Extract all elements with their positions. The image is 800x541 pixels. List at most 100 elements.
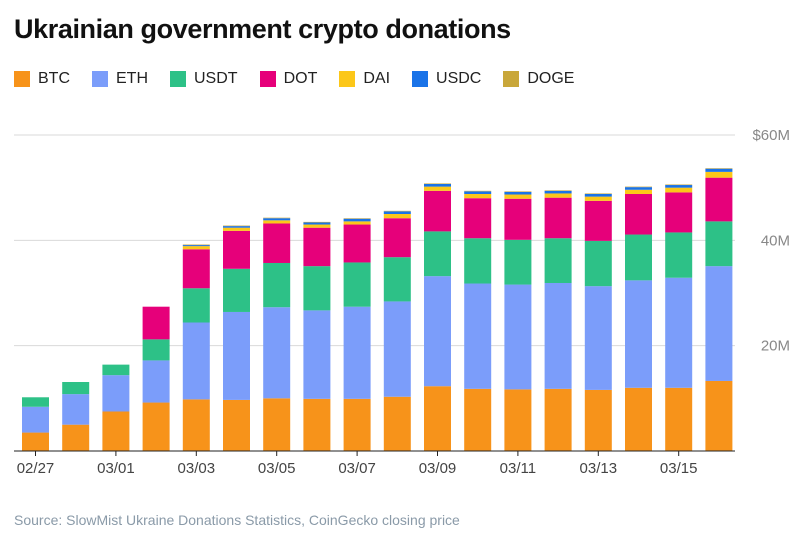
bar-btc-03-11 xyxy=(504,389,532,451)
bar-dai-03-16 xyxy=(705,171,733,178)
legend-label-dai: DAI xyxy=(363,70,391,87)
bar-eth-03-14 xyxy=(625,280,652,388)
bar-usdt-03-01 xyxy=(102,364,130,376)
legend-swatch-eth xyxy=(92,71,108,87)
bar-usdc-03-14 xyxy=(625,187,652,190)
bar-eth-03-05 xyxy=(263,307,291,399)
x-tick-label: 03/15 xyxy=(660,460,698,477)
bar-doge-03-16 xyxy=(705,168,733,169)
legend-label-btc: BTC xyxy=(38,70,70,87)
bar-dai-03-15 xyxy=(665,187,693,193)
bar-btc-03-07 xyxy=(343,398,371,451)
bar-doge-03-06 xyxy=(303,221,331,223)
bar-dot-03-15 xyxy=(665,192,693,233)
x-tick-label: 03/05 xyxy=(258,460,296,477)
bar-eth-03-12 xyxy=(544,282,572,389)
bar-eth-03-02 xyxy=(142,360,170,403)
bar-doge-03-14 xyxy=(625,186,652,188)
bar-usdc-03-15 xyxy=(665,185,693,188)
bar-dai-03-09 xyxy=(424,186,451,191)
bar-doge-03-05 xyxy=(263,217,291,219)
legend-swatch-dai xyxy=(339,71,356,87)
bar-usdt-03-14 xyxy=(625,234,652,281)
bar-usdt-03-03 xyxy=(182,288,210,323)
legend-item-dot: DOT xyxy=(259,70,318,88)
bar-eth-03-10 xyxy=(464,283,492,389)
bar-usdt-03-11 xyxy=(504,239,532,285)
bar-usdt-02-27 xyxy=(22,397,49,407)
bar-btc-03-10 xyxy=(464,388,492,451)
bar-dot-03-07 xyxy=(343,224,371,263)
bar-eth-03-01 xyxy=(102,375,130,412)
bar-btc-03-15 xyxy=(665,387,693,451)
bar-usdc-03-06 xyxy=(303,222,331,225)
bar-usdt-02-28 xyxy=(62,382,90,395)
legend-label-dot: DOT xyxy=(283,70,318,87)
bar-eth-02-27 xyxy=(22,406,49,433)
bar-doge-03-08 xyxy=(383,210,411,212)
bar-usdt-03-12 xyxy=(544,238,572,283)
bar-dot-03-11 xyxy=(504,198,532,240)
bar-btc-03-02 xyxy=(142,402,170,451)
legend-label-usdc: USDC xyxy=(436,70,482,87)
bar-dot-03-16 xyxy=(705,177,733,222)
bar-eth-02-28 xyxy=(62,394,90,425)
x-tick-label: 03/09 xyxy=(419,460,457,477)
bar-dot-03-10 xyxy=(464,198,492,239)
legend-swatch-btc xyxy=(14,71,30,87)
bar-eth-03-15 xyxy=(665,277,693,388)
bar-usdt-03-02 xyxy=(142,339,170,361)
bar-btc-03-12 xyxy=(544,388,572,451)
bar-doge-03-15 xyxy=(665,184,693,186)
bar-usdc-03-08 xyxy=(383,211,411,214)
source-note: Source: SlowMist Ukraine Donations Stati… xyxy=(14,512,460,528)
legend-item-usdt: USDT xyxy=(170,70,238,88)
bar-usdc-03-11 xyxy=(504,191,532,195)
bar-usdt-03-10 xyxy=(464,238,492,284)
legend-item-doge: DOGE xyxy=(503,70,574,88)
bar-dai-03-08 xyxy=(383,214,411,219)
x-tick-label: 03/13 xyxy=(580,460,618,477)
bar-usdt-03-05 xyxy=(263,262,291,308)
bar-usdt-03-07 xyxy=(343,262,371,307)
bar-usdc-03-13 xyxy=(584,193,612,197)
bar-dai-03-13 xyxy=(584,196,612,201)
bar-dot-03-05 xyxy=(263,223,291,263)
bar-btc-03-16 xyxy=(705,380,733,451)
legend-item-usdc: USDC xyxy=(412,70,481,88)
bar-btc-03-05 xyxy=(263,398,291,451)
bar-usdt-03-16 xyxy=(705,221,733,267)
legend-label-eth: ETH xyxy=(116,70,148,87)
bar-eth-03-11 xyxy=(504,284,532,390)
legend-item-eth: ETH xyxy=(92,70,148,88)
bar-doge-03-13 xyxy=(584,193,612,194)
bar-dai-03-05 xyxy=(263,220,291,224)
bar-dot-03-13 xyxy=(584,200,612,241)
bar-usdc-03-05 xyxy=(263,218,291,221)
bar-btc-03-01 xyxy=(102,411,130,451)
bar-eth-03-09 xyxy=(424,276,451,387)
bar-dot-03-14 xyxy=(625,193,652,235)
bar-doge-03-10 xyxy=(464,190,492,192)
bar-btc-03-06 xyxy=(303,398,331,451)
legend: BTC ETH USDT DOT DAI USDC DOGE xyxy=(14,70,596,88)
chart-title: Ukrainian government crypto donations xyxy=(14,14,511,44)
legend-swatch-doge xyxy=(503,71,520,87)
bar-dai-03-04 xyxy=(223,227,250,231)
bar-btc-02-28 xyxy=(62,424,90,451)
bar-dai-03-14 xyxy=(625,189,652,194)
bar-eth-03-13 xyxy=(584,286,612,390)
x-tick-label: 03/11 xyxy=(500,460,536,477)
bar-usdc-03-07 xyxy=(343,218,371,222)
legend-label-doge: DOGE xyxy=(527,70,575,87)
legend-swatch-usdt xyxy=(170,71,186,87)
x-tick-label: 03/03 xyxy=(178,460,216,477)
x-tick-label: 02/27 xyxy=(17,460,55,477)
bar-usdt-03-08 xyxy=(383,257,411,302)
bar-usdc-03-12 xyxy=(544,190,572,194)
bar-usdt-03-09 xyxy=(424,231,451,277)
bar-btc-03-03 xyxy=(182,399,210,451)
bar-dot-03-12 xyxy=(544,197,572,239)
bar-dai-03-12 xyxy=(544,193,572,198)
bar-usdc-03-10 xyxy=(464,191,492,194)
